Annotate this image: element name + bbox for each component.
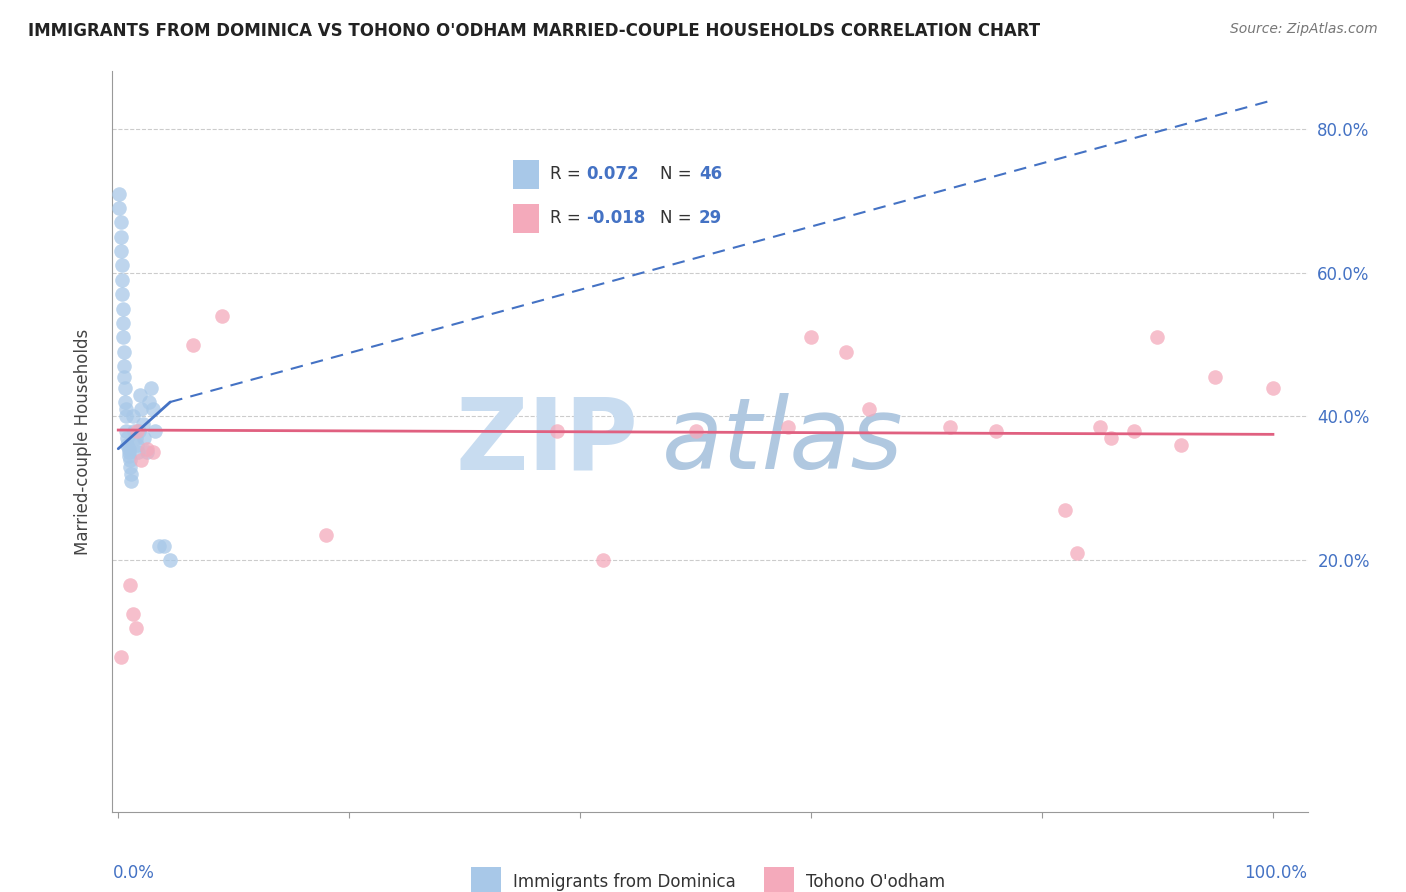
Point (143, 424, 166, 438)
Point (112, 369, 135, 384)
Point (108, 201, 131, 215)
Point (128, 424, 150, 438)
Text: atlas: atlas (662, 393, 904, 490)
Point (159, 553, 181, 567)
Point (114, 381, 136, 395)
Point (131, 417, 153, 431)
Point (800, 330, 823, 344)
Point (125, 424, 148, 438)
Point (136, 442, 159, 456)
Point (117, 449, 139, 463)
Text: -0.018: -0.018 (586, 210, 645, 227)
Point (111, 330, 134, 344)
Point (1170, 438, 1192, 452)
Text: IMMIGRANTS FROM DOMINICA VS TOHONO O'ODHAM MARRIED-COUPLE HOUSEHOLDS CORRELATION: IMMIGRANTS FROM DOMINICA VS TOHONO O'ODH… (28, 22, 1040, 40)
Point (110, 229, 132, 244)
Point (115, 424, 138, 438)
Point (181, 337, 204, 351)
Point (211, 309, 233, 323)
Text: Tohono O'odham: Tohono O'odham (806, 873, 945, 891)
FancyBboxPatch shape (513, 160, 540, 188)
Point (136, 445, 159, 459)
Point (115, 409, 138, 424)
Point (112, 359, 135, 373)
Point (858, 402, 880, 417)
Point (111, 316, 134, 330)
Point (1099, 431, 1122, 445)
Point (110, 244, 132, 258)
Y-axis label: Married-couple Households: Married-couple Households (73, 328, 91, 555)
Point (129, 388, 152, 402)
Point (117, 431, 139, 445)
Text: ZIP: ZIP (456, 393, 638, 490)
Point (120, 474, 142, 488)
Point (984, 424, 1007, 438)
Point (1088, 420, 1111, 434)
Point (1054, 503, 1077, 517)
Text: N =: N = (659, 210, 696, 227)
Point (124, 431, 146, 445)
Point (111, 273, 134, 287)
Point (122, 409, 145, 424)
Point (1123, 424, 1146, 438)
Point (122, 607, 145, 621)
Point (685, 424, 707, 438)
Point (110, 215, 132, 229)
Point (546, 424, 568, 438)
Text: 29: 29 (699, 210, 723, 227)
Point (112, 344, 135, 359)
Point (120, 467, 142, 481)
Point (1146, 330, 1168, 344)
Point (111, 301, 134, 316)
Point (117, 442, 139, 456)
Point (592, 553, 614, 567)
Text: 0.0%: 0.0% (112, 863, 155, 881)
Text: N =: N = (659, 165, 696, 183)
Text: 46: 46 (699, 165, 721, 183)
Point (114, 395, 136, 409)
Point (125, 438, 148, 452)
FancyBboxPatch shape (471, 867, 501, 892)
FancyBboxPatch shape (513, 204, 540, 233)
Point (1066, 546, 1088, 560)
Point (938, 420, 960, 434)
Text: 100.0%: 100.0% (1244, 863, 1308, 881)
Text: Source: ZipAtlas.com: Source: ZipAtlas.com (1230, 22, 1378, 37)
Point (776, 420, 799, 434)
Point (131, 402, 153, 417)
Point (1204, 369, 1226, 384)
Point (118, 578, 141, 592)
Point (834, 344, 856, 359)
Point (117, 438, 139, 452)
Text: Immigrants from Dominica: Immigrants from Dominica (513, 873, 735, 891)
Text: 0.072: 0.072 (586, 165, 638, 183)
Point (111, 287, 134, 301)
Text: R =: R = (550, 210, 586, 227)
Point (110, 650, 132, 665)
Point (132, 431, 155, 445)
Text: R =: R = (550, 165, 586, 183)
Point (142, 402, 165, 417)
Point (115, 402, 138, 417)
Point (148, 539, 170, 553)
Point (127, 445, 149, 459)
Point (142, 445, 165, 459)
Point (124, 622, 146, 636)
Point (131, 452, 153, 467)
FancyBboxPatch shape (763, 867, 794, 892)
Point (108, 186, 131, 201)
Point (153, 539, 176, 553)
Point (118, 459, 141, 474)
Point (111, 259, 134, 273)
Point (315, 528, 337, 542)
Point (124, 424, 146, 438)
Point (1261, 381, 1284, 395)
Point (138, 395, 160, 409)
Point (117, 445, 139, 459)
Point (118, 452, 141, 467)
Point (139, 381, 162, 395)
